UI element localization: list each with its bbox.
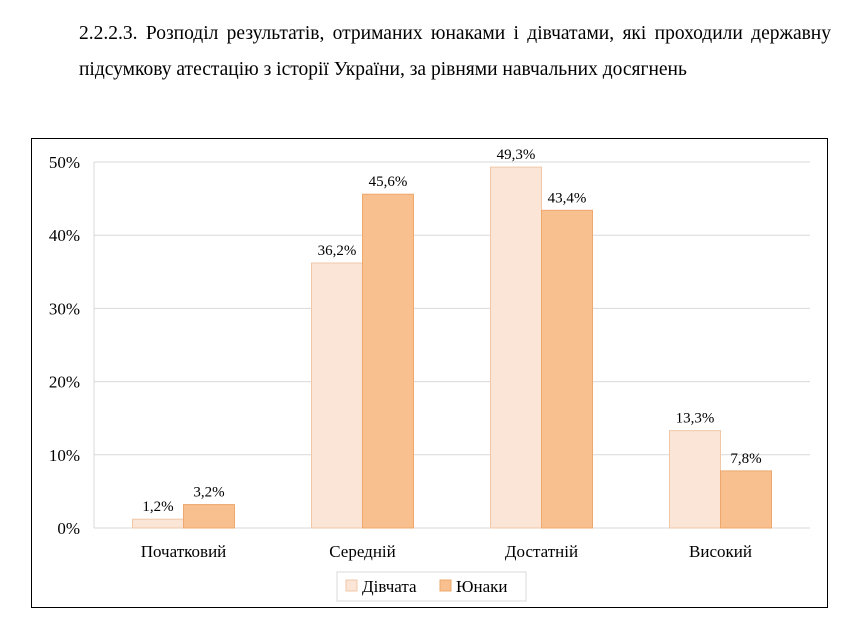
y-tick-label: 20% [49, 373, 80, 392]
bar-girls [311, 262, 363, 529]
data-label: 43,4% [548, 190, 587, 206]
data-label: 1,2% [142, 499, 173, 515]
category-label: Середній [329, 542, 395, 561]
data-label: 45,6% [369, 174, 408, 190]
y-tick-label: 40% [49, 226, 80, 245]
legend-label: Дівчата [362, 577, 417, 596]
data-label: 7,8% [730, 451, 761, 467]
y-tick-label: 50% [49, 153, 80, 172]
data-label: 3,2% [193, 485, 224, 501]
figure-caption: 2.2.2.3. Розподіл результатів, отриманих… [79, 23, 831, 80]
y-tick-label: 10% [49, 446, 80, 465]
legend-swatch [439, 579, 452, 592]
y-tick-label: 30% [49, 299, 80, 318]
bar-boys [541, 209, 593, 529]
data-label: 36,2% [318, 243, 357, 259]
legend-box [336, 571, 527, 602]
category-label: Початковий [141, 542, 227, 561]
category-label: Достатній [505, 542, 578, 561]
bar-girls [490, 166, 542, 529]
bar-girls [132, 518, 184, 529]
bar-boys [720, 470, 772, 529]
legend-swatch [345, 579, 358, 592]
category-label: Високий [689, 542, 752, 561]
bar-boys [362, 193, 414, 529]
y-tick-label: 0% [57, 519, 80, 538]
data-label: 13,3% [676, 411, 715, 427]
chart-frame [31, 138, 828, 608]
legend-label: Юнаки [456, 577, 507, 596]
bar-boys [183, 504, 235, 529]
bar-girls [669, 430, 721, 529]
data-label: 49,3% [497, 147, 536, 163]
